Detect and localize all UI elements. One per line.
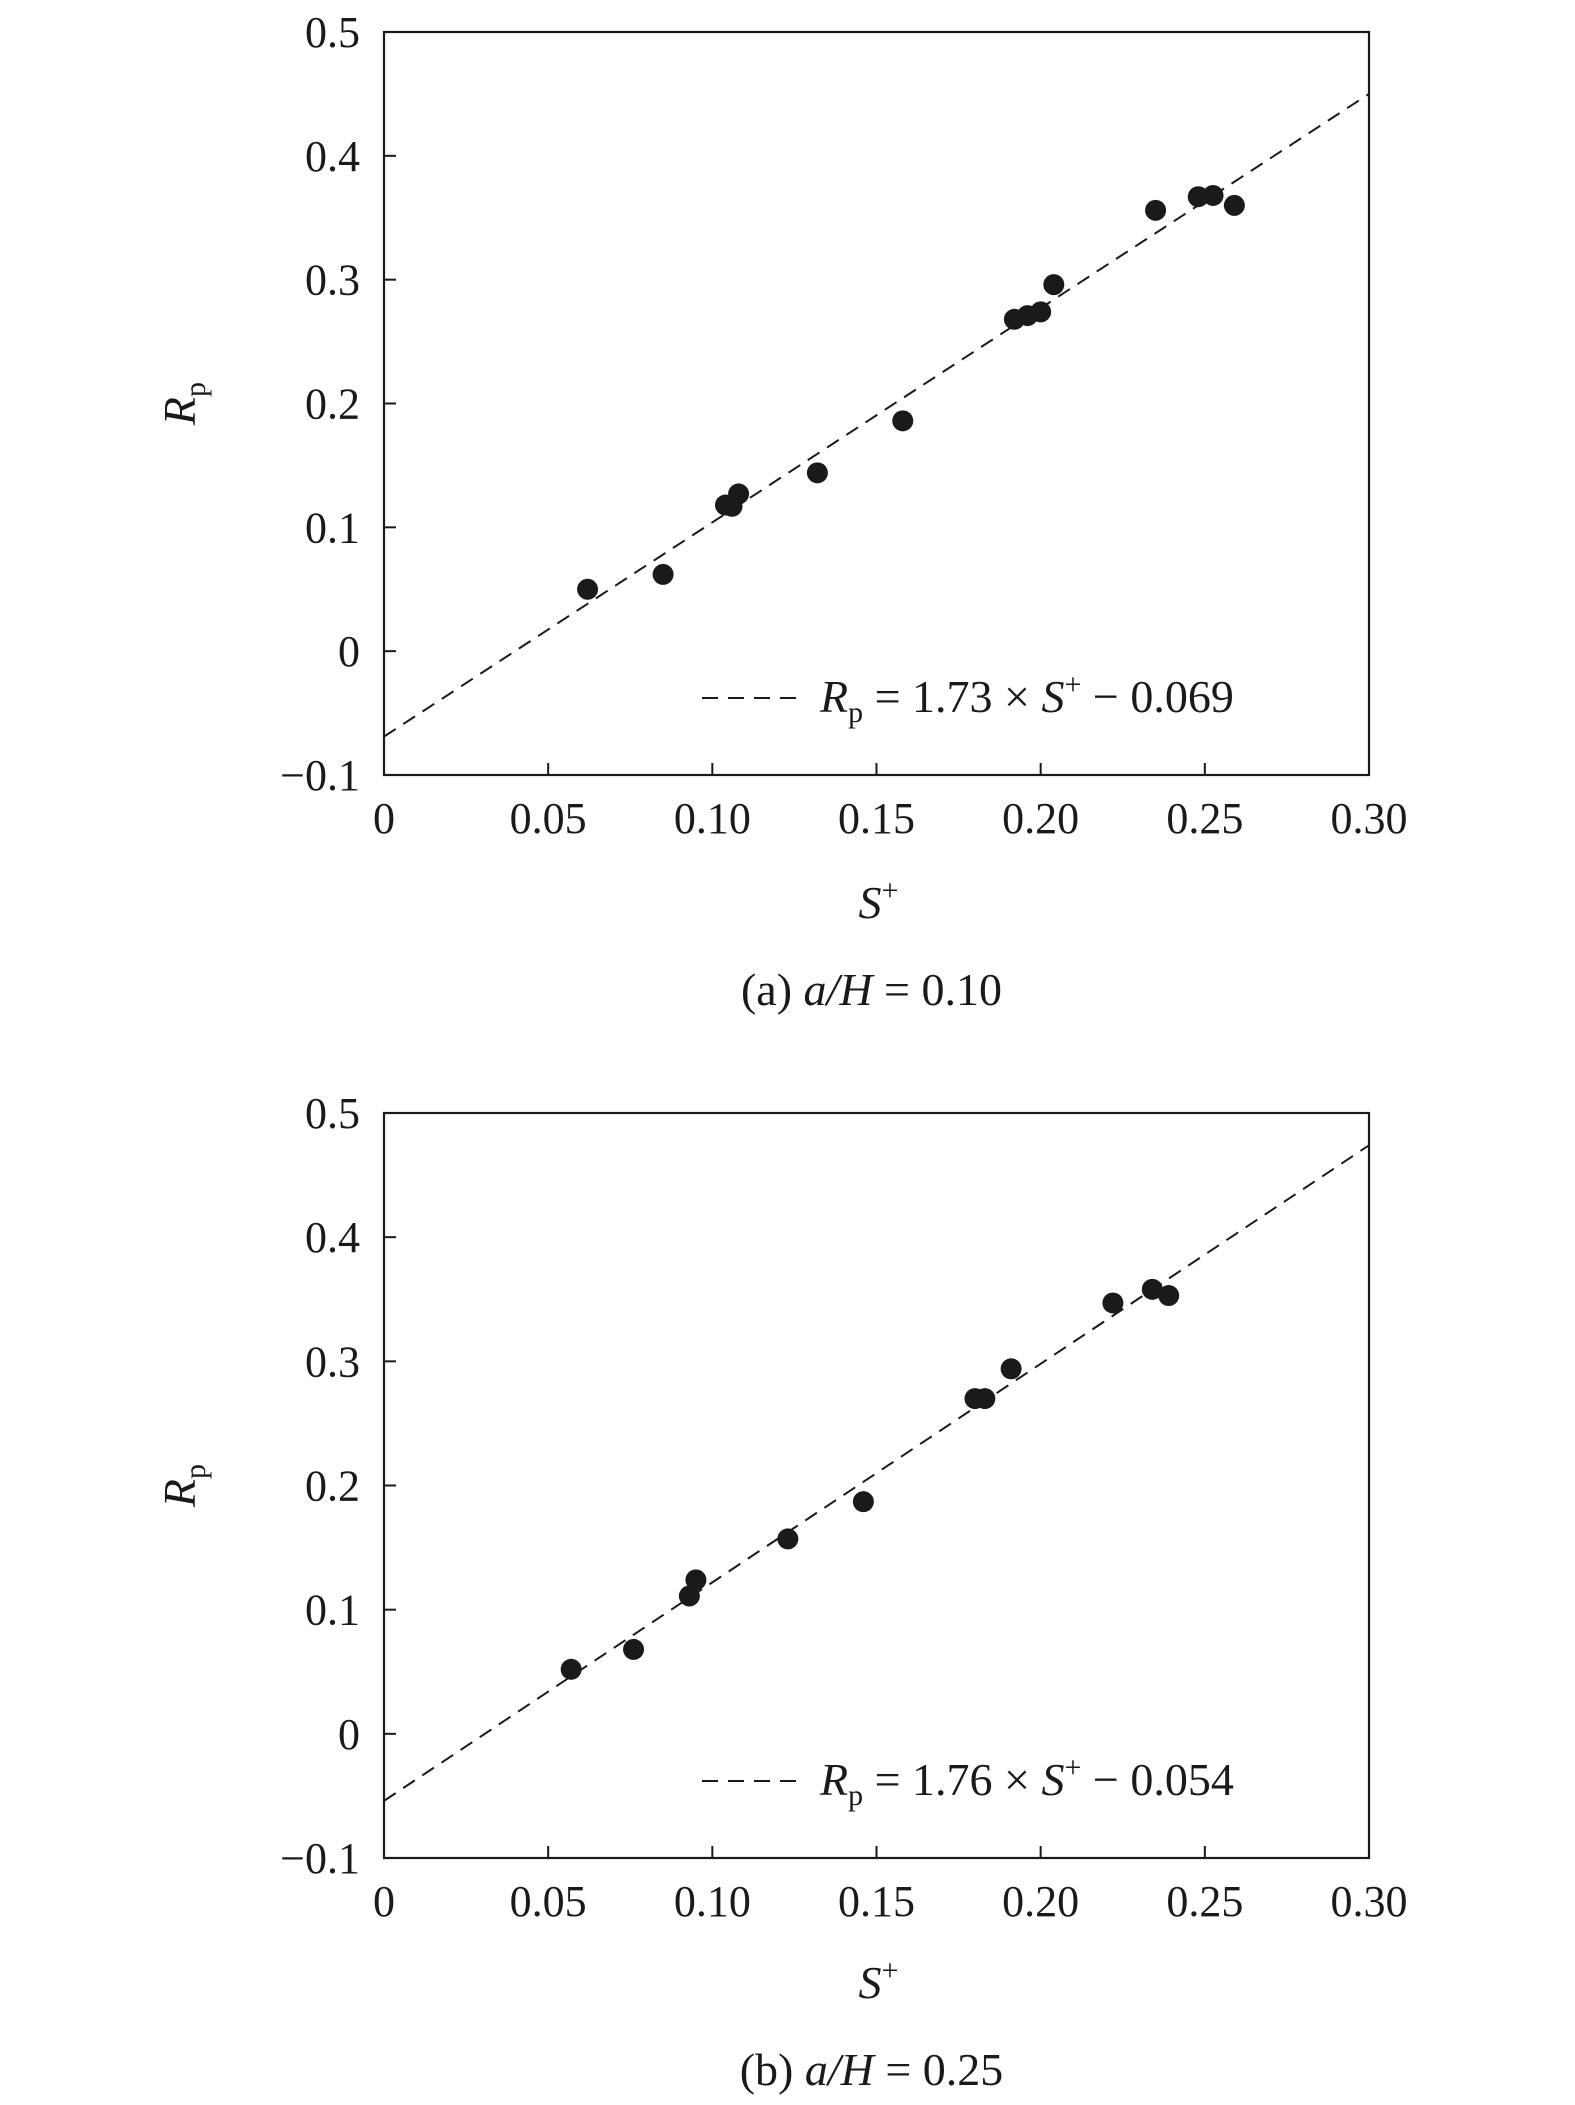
y-tick-label: 0.4 xyxy=(305,132,360,181)
x-tick-label: 0.10 xyxy=(674,1877,751,1926)
data-point xyxy=(1145,199,1167,221)
caption-label: (a) xyxy=(741,964,804,1015)
chart-panel-a: 0 0.05 0.10 0.15 0.20 0.25 0.30 −0.1 0 0.1 0.2 0.3 0… xyxy=(154,8,1408,1015)
y-axis-symbol: R xyxy=(154,397,205,426)
legend-s-symbol: S xyxy=(1042,1754,1065,1805)
legend-rp-symbol: R xyxy=(819,671,848,722)
y-axis-subscript: p xyxy=(179,382,212,397)
x-axis-title: S+ xyxy=(859,1954,899,2008)
x-axis-superscript: + xyxy=(882,1954,899,1987)
y-axis-symbol: R xyxy=(154,1479,205,1508)
data-point xyxy=(1043,274,1065,296)
x-axis-superscript: + xyxy=(882,874,899,907)
data-point xyxy=(1102,1292,1124,1314)
data-point xyxy=(1223,194,1245,216)
y-tick-label: 0.5 xyxy=(305,8,360,57)
data-point xyxy=(623,1638,645,1660)
x-tick-label: 0.30 xyxy=(1331,1877,1408,1926)
y-axis-subscript: p xyxy=(179,1464,212,1479)
y-tick-label: −0.1 xyxy=(280,1834,360,1883)
data-point xyxy=(560,1658,582,1680)
data-point xyxy=(1158,1285,1180,1307)
legend-coefficient: = 1.76 × xyxy=(863,1754,1041,1805)
chart-panel-b: 0 0.05 0.10 0.15 0.20 0.25 0.30 −0.1 0 0.1 0.2 0.3 0… xyxy=(154,1089,1408,2095)
x-tick-label: 0 xyxy=(373,794,395,843)
x-tick-label: 0.10 xyxy=(674,794,751,843)
data-point xyxy=(852,1491,874,1513)
y-tick-label: 0 xyxy=(338,627,360,676)
legend-intercept: − 0.069 xyxy=(1081,671,1233,722)
y-axis-title: Rp xyxy=(154,382,212,426)
legend-s-symbol: S xyxy=(1042,671,1065,722)
y-tick-label: 0.3 xyxy=(305,256,360,305)
x-tick-label: 0.20 xyxy=(1002,1877,1079,1926)
x-tick-label: 0.05 xyxy=(510,1877,587,1926)
x-tick-label: 0 xyxy=(373,1877,395,1926)
x-axis-symbol: S xyxy=(859,877,882,928)
legend-coefficient: = 1.73 × xyxy=(863,671,1041,722)
legend-rp-symbol: R xyxy=(819,1754,848,1805)
legend-s-superscript: + xyxy=(1065,1751,1082,1784)
caption-variable: a/H xyxy=(805,2044,877,2095)
data-point xyxy=(777,1528,799,1550)
x-tick-label: 0.20 xyxy=(1002,794,1079,843)
data-point xyxy=(806,462,828,484)
x-tick-label: 0.30 xyxy=(1331,794,1408,843)
data-point xyxy=(1000,1358,1022,1380)
y-tick-label: 0.5 xyxy=(305,1089,360,1138)
x-axis-title: S+ xyxy=(859,874,899,928)
legend-equation: Rp = 1.76 × S+ − 0.054 xyxy=(819,1751,1234,1812)
data-point xyxy=(728,483,750,505)
x-tick-label: 0.15 xyxy=(838,794,915,843)
y-tick-label: 0 xyxy=(338,1710,360,1759)
fit-line xyxy=(383,1144,1370,1802)
legend-equation: Rp = 1.73 × S+ − 0.069 xyxy=(819,668,1234,729)
fit-line xyxy=(383,93,1370,738)
x-axis-symbol: S xyxy=(859,1957,882,2008)
plot-frame xyxy=(382,1111,1371,1860)
x-tick-label: 0.05 xyxy=(510,794,587,843)
y-tick-label: 0.1 xyxy=(305,503,360,552)
data-point xyxy=(974,1388,996,1410)
y-tick-label: 0.4 xyxy=(305,1213,360,1262)
data-point xyxy=(892,410,914,432)
y-axis-title: Rp xyxy=(154,1464,212,1508)
data-point xyxy=(1030,301,1052,323)
y-tick-label: −0.1 xyxy=(280,751,360,800)
y-tick-label: 0.1 xyxy=(305,1586,360,1635)
x-tick-label: 0.25 xyxy=(1166,794,1243,843)
caption-label: (b) xyxy=(740,2044,805,2095)
panel-caption: (a) a/H = 0.10 xyxy=(741,964,1002,1015)
panel-caption: (b) a/H = 0.25 xyxy=(740,2044,1004,2095)
x-tick-label: 0.25 xyxy=(1166,1877,1243,1926)
legend-intercept: − 0.054 xyxy=(1081,1754,1233,1805)
data-point xyxy=(1202,184,1224,206)
data-point xyxy=(652,563,674,585)
data-point xyxy=(1141,1278,1163,1300)
legend-rp-subscript: p xyxy=(848,696,863,729)
legend-rp-subscript: p xyxy=(848,1779,863,1812)
y-tick-label: 0.2 xyxy=(305,380,360,429)
caption-variable: a/H xyxy=(804,964,876,1015)
y-tick-label: 0.3 xyxy=(305,1337,360,1386)
data-point xyxy=(577,578,599,600)
data-point xyxy=(678,1585,700,1607)
legend-s-superscript: + xyxy=(1065,668,1082,701)
caption-value: = 0.10 xyxy=(873,964,1002,1015)
y-tick-label: 0.2 xyxy=(305,1462,360,1511)
caption-value: = 0.25 xyxy=(874,2044,1003,2095)
plot-frame xyxy=(382,30,1371,777)
x-tick-label: 0.15 xyxy=(838,1877,915,1926)
data-point xyxy=(685,1569,707,1591)
